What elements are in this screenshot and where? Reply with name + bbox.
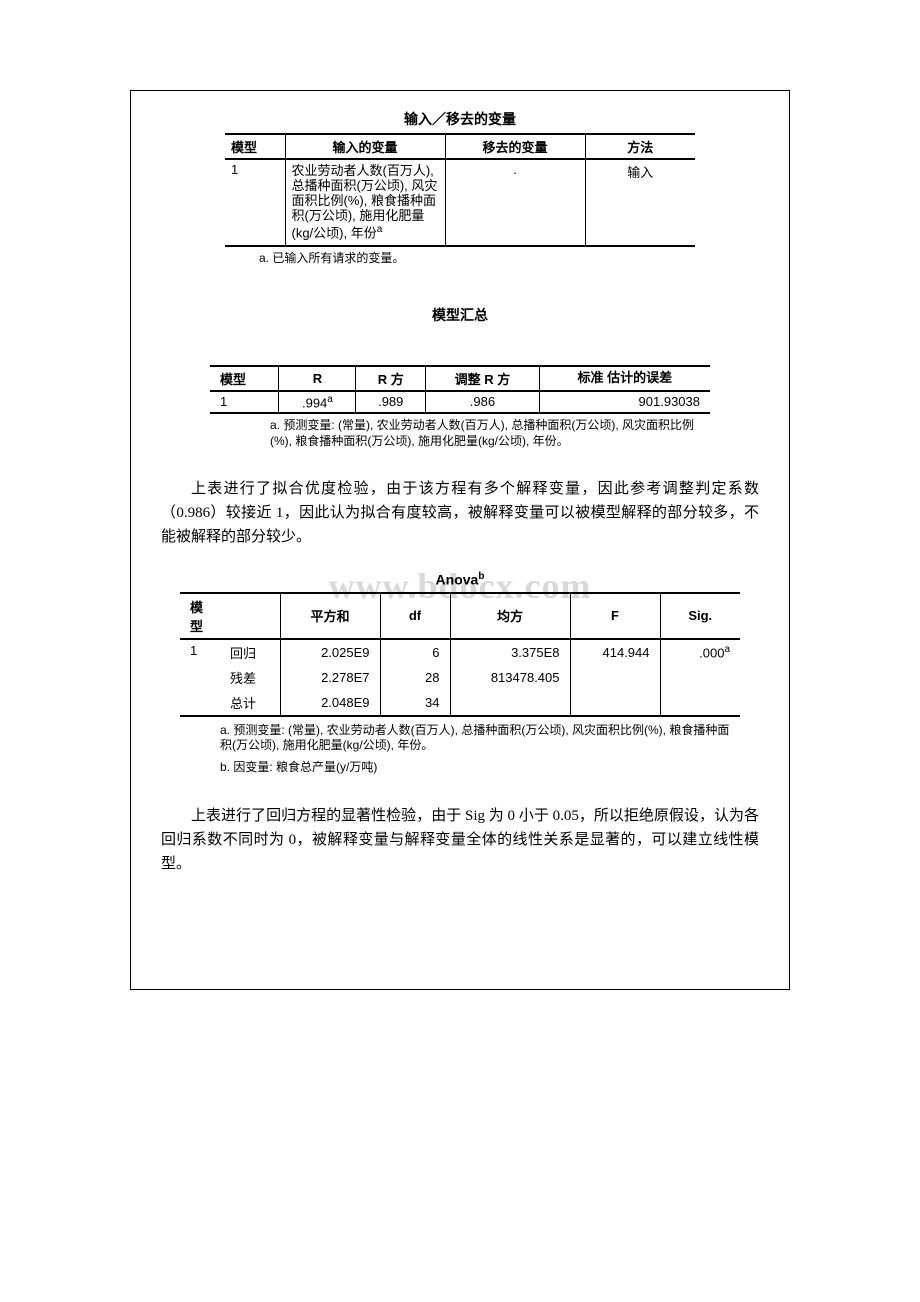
table2-r2: .989: [356, 391, 426, 413]
table-row: 残差 2.278E7 28 813478.405: [180, 665, 740, 690]
t3-df: 34: [380, 690, 450, 716]
t3-label: 回归: [220, 639, 280, 665]
table3-h-blank: [220, 593, 280, 639]
table1-h-entered: 输入的变量: [285, 134, 445, 159]
table1-method: 输入: [585, 159, 695, 246]
t3-grp: [180, 665, 220, 690]
table1-h-method: 方法: [585, 134, 695, 159]
page-container: 输入／移去的变量 模型 输入的变量 移去的变量 方法 1 农业劳动者人数(百万人…: [130, 90, 790, 990]
table2-adjr2: .986: [426, 391, 540, 413]
table1-model: 1: [225, 159, 285, 246]
t3-grp: 1: [180, 639, 220, 665]
table2-header-row: 模型 R R 方 调整 R 方 标准 估计的误差: [210, 366, 710, 391]
table2-h-stderr: 标准 估计的误差: [539, 366, 710, 391]
table-row: 1 .994a .989 .986 901.93038: [210, 391, 710, 413]
table2: 模型 R R 方 调整 R 方 标准 估计的误差 1 .994a .989 .9…: [210, 365, 710, 414]
t3-sig: .000a: [660, 639, 740, 665]
t3-label: 残差: [220, 665, 280, 690]
table1-title: 输入／移去的变量: [161, 109, 759, 129]
table3-footnote-a: a. 预测变量: (常量), 农业劳动者人数(百万人), 总播种面积(万公顷),…: [180, 723, 740, 754]
table3-h-sig: Sig.: [660, 593, 740, 639]
table2-h-model: 模型: [210, 366, 279, 391]
table-row: 1 回归 2.025E9 6 3.375E8 414.944 .000a: [180, 639, 740, 665]
table3-h-df: df: [380, 593, 450, 639]
t3-f: 414.944: [570, 639, 660, 665]
table3-h-model: 模型: [180, 593, 220, 639]
table2-stderr: 901.93038: [539, 391, 710, 413]
t3-df: 28: [380, 665, 450, 690]
table3-title: Anovab: [161, 571, 759, 588]
t3-ms: 813478.405: [450, 665, 570, 690]
t3-ss: 2.025E9: [280, 639, 380, 665]
table2-h-r: R: [279, 366, 356, 391]
t3-ss: 2.048E9: [280, 690, 380, 716]
table1-header-row: 模型 输入的变量 移去的变量 方法: [225, 134, 695, 159]
table1-h-removed: 移去的变量: [445, 134, 585, 159]
t3-ms: [450, 690, 570, 716]
t3-f: [570, 665, 660, 690]
table2-title: 模型汇总: [161, 305, 759, 325]
table3-header-row: 模型 平方和 df 均方 F Sig.: [180, 593, 740, 639]
table1-footnote: a. 已输入所有请求的变量。: [225, 251, 695, 267]
table3: 模型 平方和 df 均方 F Sig. 1 回归 2.025E9 6: [180, 592, 740, 717]
t3-grp: [180, 690, 220, 716]
paragraph-2: 上表进行了回归方程的显著性检验，由于 Sig 为 0 小于 0.05，所以拒绝原…: [161, 804, 759, 876]
t3-ms: 3.375E8: [450, 639, 570, 665]
table3-footnote-b: b. 因变量: 粮食总产量(y/万吨): [180, 760, 740, 776]
table-row: 总计 2.048E9 34: [180, 690, 740, 716]
t3-ss: 2.278E7: [280, 665, 380, 690]
t3-f: [570, 690, 660, 716]
table-row: 1 农业劳动者人数(百万人), 总播种面积(万公顷), 风灾面积比例(%), 粮…: [225, 159, 695, 246]
t3-label: 总计: [220, 690, 280, 716]
table3-h-ss: 平方和: [280, 593, 380, 639]
table2-r: .994a: [279, 391, 356, 413]
table1: 模型 输入的变量 移去的变量 方法 1 农业劳动者人数(百万人), 总播种面积(…: [225, 133, 695, 247]
table1-removed: .: [445, 159, 585, 246]
t3-df: 6: [380, 639, 450, 665]
paragraph-1: 上表进行了拟合优度检验，由于该方程有多个解释变量，因此参考调整判定系数（0.98…: [161, 477, 759, 549]
table1-entered-text: 农业劳动者人数(百万人), 总播种面积(万公顷), 风灾面积比例(%), 粮食播…: [292, 163, 438, 240]
table2-h-adjr2: 调整 R 方: [426, 366, 540, 391]
table1-entered-sup: a: [377, 224, 383, 235]
table1-h-model: 模型: [225, 134, 285, 159]
table3-h-ms: 均方: [450, 593, 570, 639]
anova-section: www.bdocx.com Anovab 模型 平方和 df 均方: [161, 571, 759, 775]
table2-footnote: a. 预测变量: (常量), 农业劳动者人数(百万人), 总播种面积(万公顷),…: [210, 418, 710, 449]
t3-sig: [660, 665, 740, 690]
table3-h-f: F: [570, 593, 660, 639]
table2-model: 1: [210, 391, 279, 413]
table2-h-r2: R 方: [356, 366, 426, 391]
t3-sig: [660, 690, 740, 716]
table1-entered: 农业劳动者人数(百万人), 总播种面积(万公顷), 风灾面积比例(%), 粮食播…: [285, 159, 445, 246]
